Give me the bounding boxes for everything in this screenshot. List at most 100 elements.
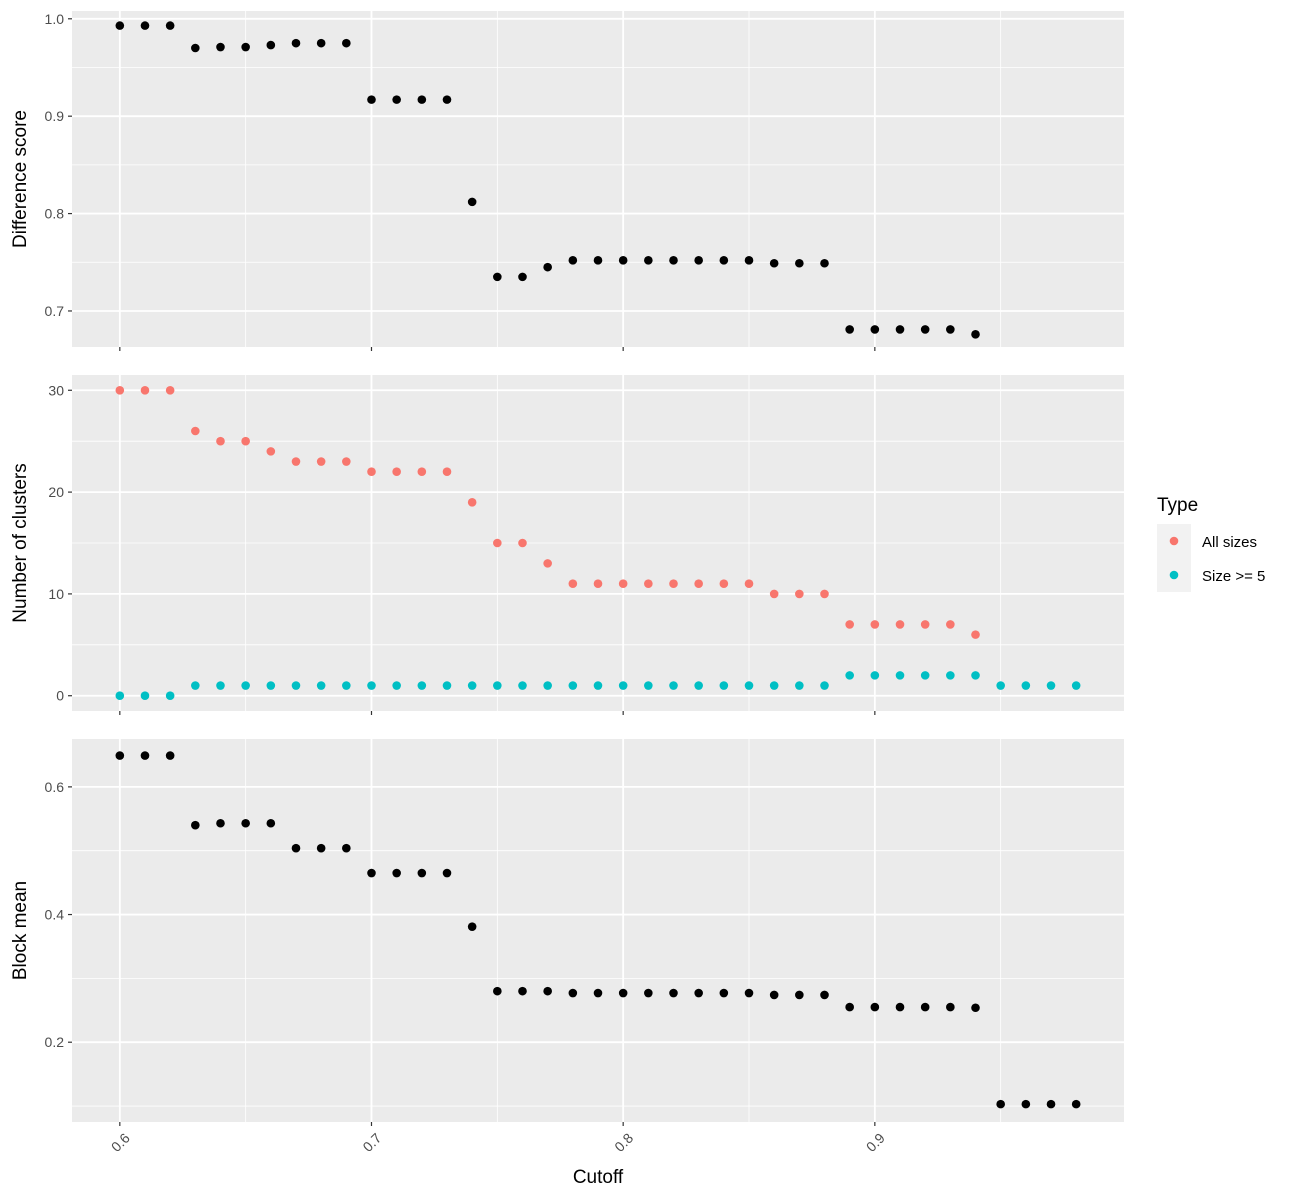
data-point [165,385,175,395]
data-point [744,579,754,589]
legend-dot-size-5 [1169,570,1179,580]
data-point [518,986,527,996]
data-point [593,256,603,265]
data-point [342,38,351,48]
x-axis-title: Cutoff [573,1167,624,1188]
data-point [266,40,276,50]
y-tick-label: 0.9 [45,108,65,124]
data-point [216,681,225,690]
data-point [971,330,980,339]
data-point [644,988,653,998]
y-tick-label: 0 [56,688,64,704]
x-tick-label: 0.8 [611,1130,636,1155]
data-point [493,986,502,996]
data-point [442,868,452,878]
facet-panels: 0.7 0.8 0.9 1.0 Difference score 0 10 20 30 Numbe… [10,11,1124,1126]
data-point [442,681,452,690]
data-point [216,42,225,52]
y-tick-label: 10 [48,586,64,602]
legend: Type All sizes Size >= 5 [1157,495,1265,592]
data-point [115,751,125,760]
data-point [342,843,351,853]
data-point [543,986,552,996]
data-point [820,990,829,1000]
data-point [417,868,427,878]
data-point [669,256,678,265]
data-point [1071,1099,1081,1109]
data-point [367,467,376,477]
data-point [241,42,250,52]
data-point [191,820,200,830]
data-point [744,681,754,690]
y-tick-label: 0.2 [45,1034,65,1050]
data-point [316,843,326,853]
data-point [342,457,351,466]
x-tick-label: 0.9 [863,1130,888,1155]
data-point [971,630,980,639]
data-point [216,818,225,828]
data-point [870,620,880,629]
data-point [140,385,150,395]
data-point [467,197,477,207]
data-point [920,1002,930,1012]
data-point [115,691,125,701]
data-point [543,681,552,690]
data-point [140,21,150,30]
data-point [593,579,603,589]
y-tick-label: 0.6 [45,779,65,795]
x-tick-label: 0.6 [108,1130,133,1155]
data-point [694,988,703,998]
data-point [165,21,175,30]
data-point [920,620,930,629]
data-point [971,671,980,680]
data-point [417,681,427,690]
y-tick-label: 0.7 [45,303,65,319]
data-point [241,818,250,828]
data-point [568,256,578,265]
data-point [593,681,603,690]
data-point [618,579,628,589]
data-point [543,559,552,568]
data-point [644,256,653,265]
data-point [417,467,427,477]
data-point [845,671,854,680]
legend-title: Type [1157,495,1198,516]
data-point [568,988,578,998]
y-tick-label: 0.4 [45,907,65,923]
data-point [719,988,729,998]
data-point [216,436,225,446]
data-point [769,589,779,599]
data-point [140,751,150,760]
data-point [719,681,729,690]
legend-label-all-sizes: All sizes [1202,534,1257,551]
data-point [618,256,628,265]
data-point [744,256,754,265]
data-point [543,262,552,272]
data-point [165,751,175,760]
data-point [266,818,276,828]
data-point [870,1002,880,1012]
data-point [694,579,703,589]
legend-dot-all-sizes [1169,536,1179,546]
data-point [493,538,502,548]
data-point [467,922,477,931]
y-axis-title: Block mean [10,881,31,980]
data-point [367,95,376,104]
data-point [1046,1099,1056,1109]
y-axis-title: Number of clusters [10,463,31,622]
data-point [291,457,301,466]
data-point [392,467,401,477]
panel-background [72,11,1124,347]
data-point [669,579,678,589]
data-point [417,95,427,104]
data-point [870,671,880,680]
panel-2: 0 10 20 30 Number of clusters [10,375,1124,715]
data-point [946,671,955,680]
data-point [266,681,276,690]
data-point [442,467,452,477]
data-point [291,843,301,853]
data-point [316,457,326,466]
data-point [291,38,301,48]
data-point [1021,1099,1031,1109]
data-point [795,681,804,690]
